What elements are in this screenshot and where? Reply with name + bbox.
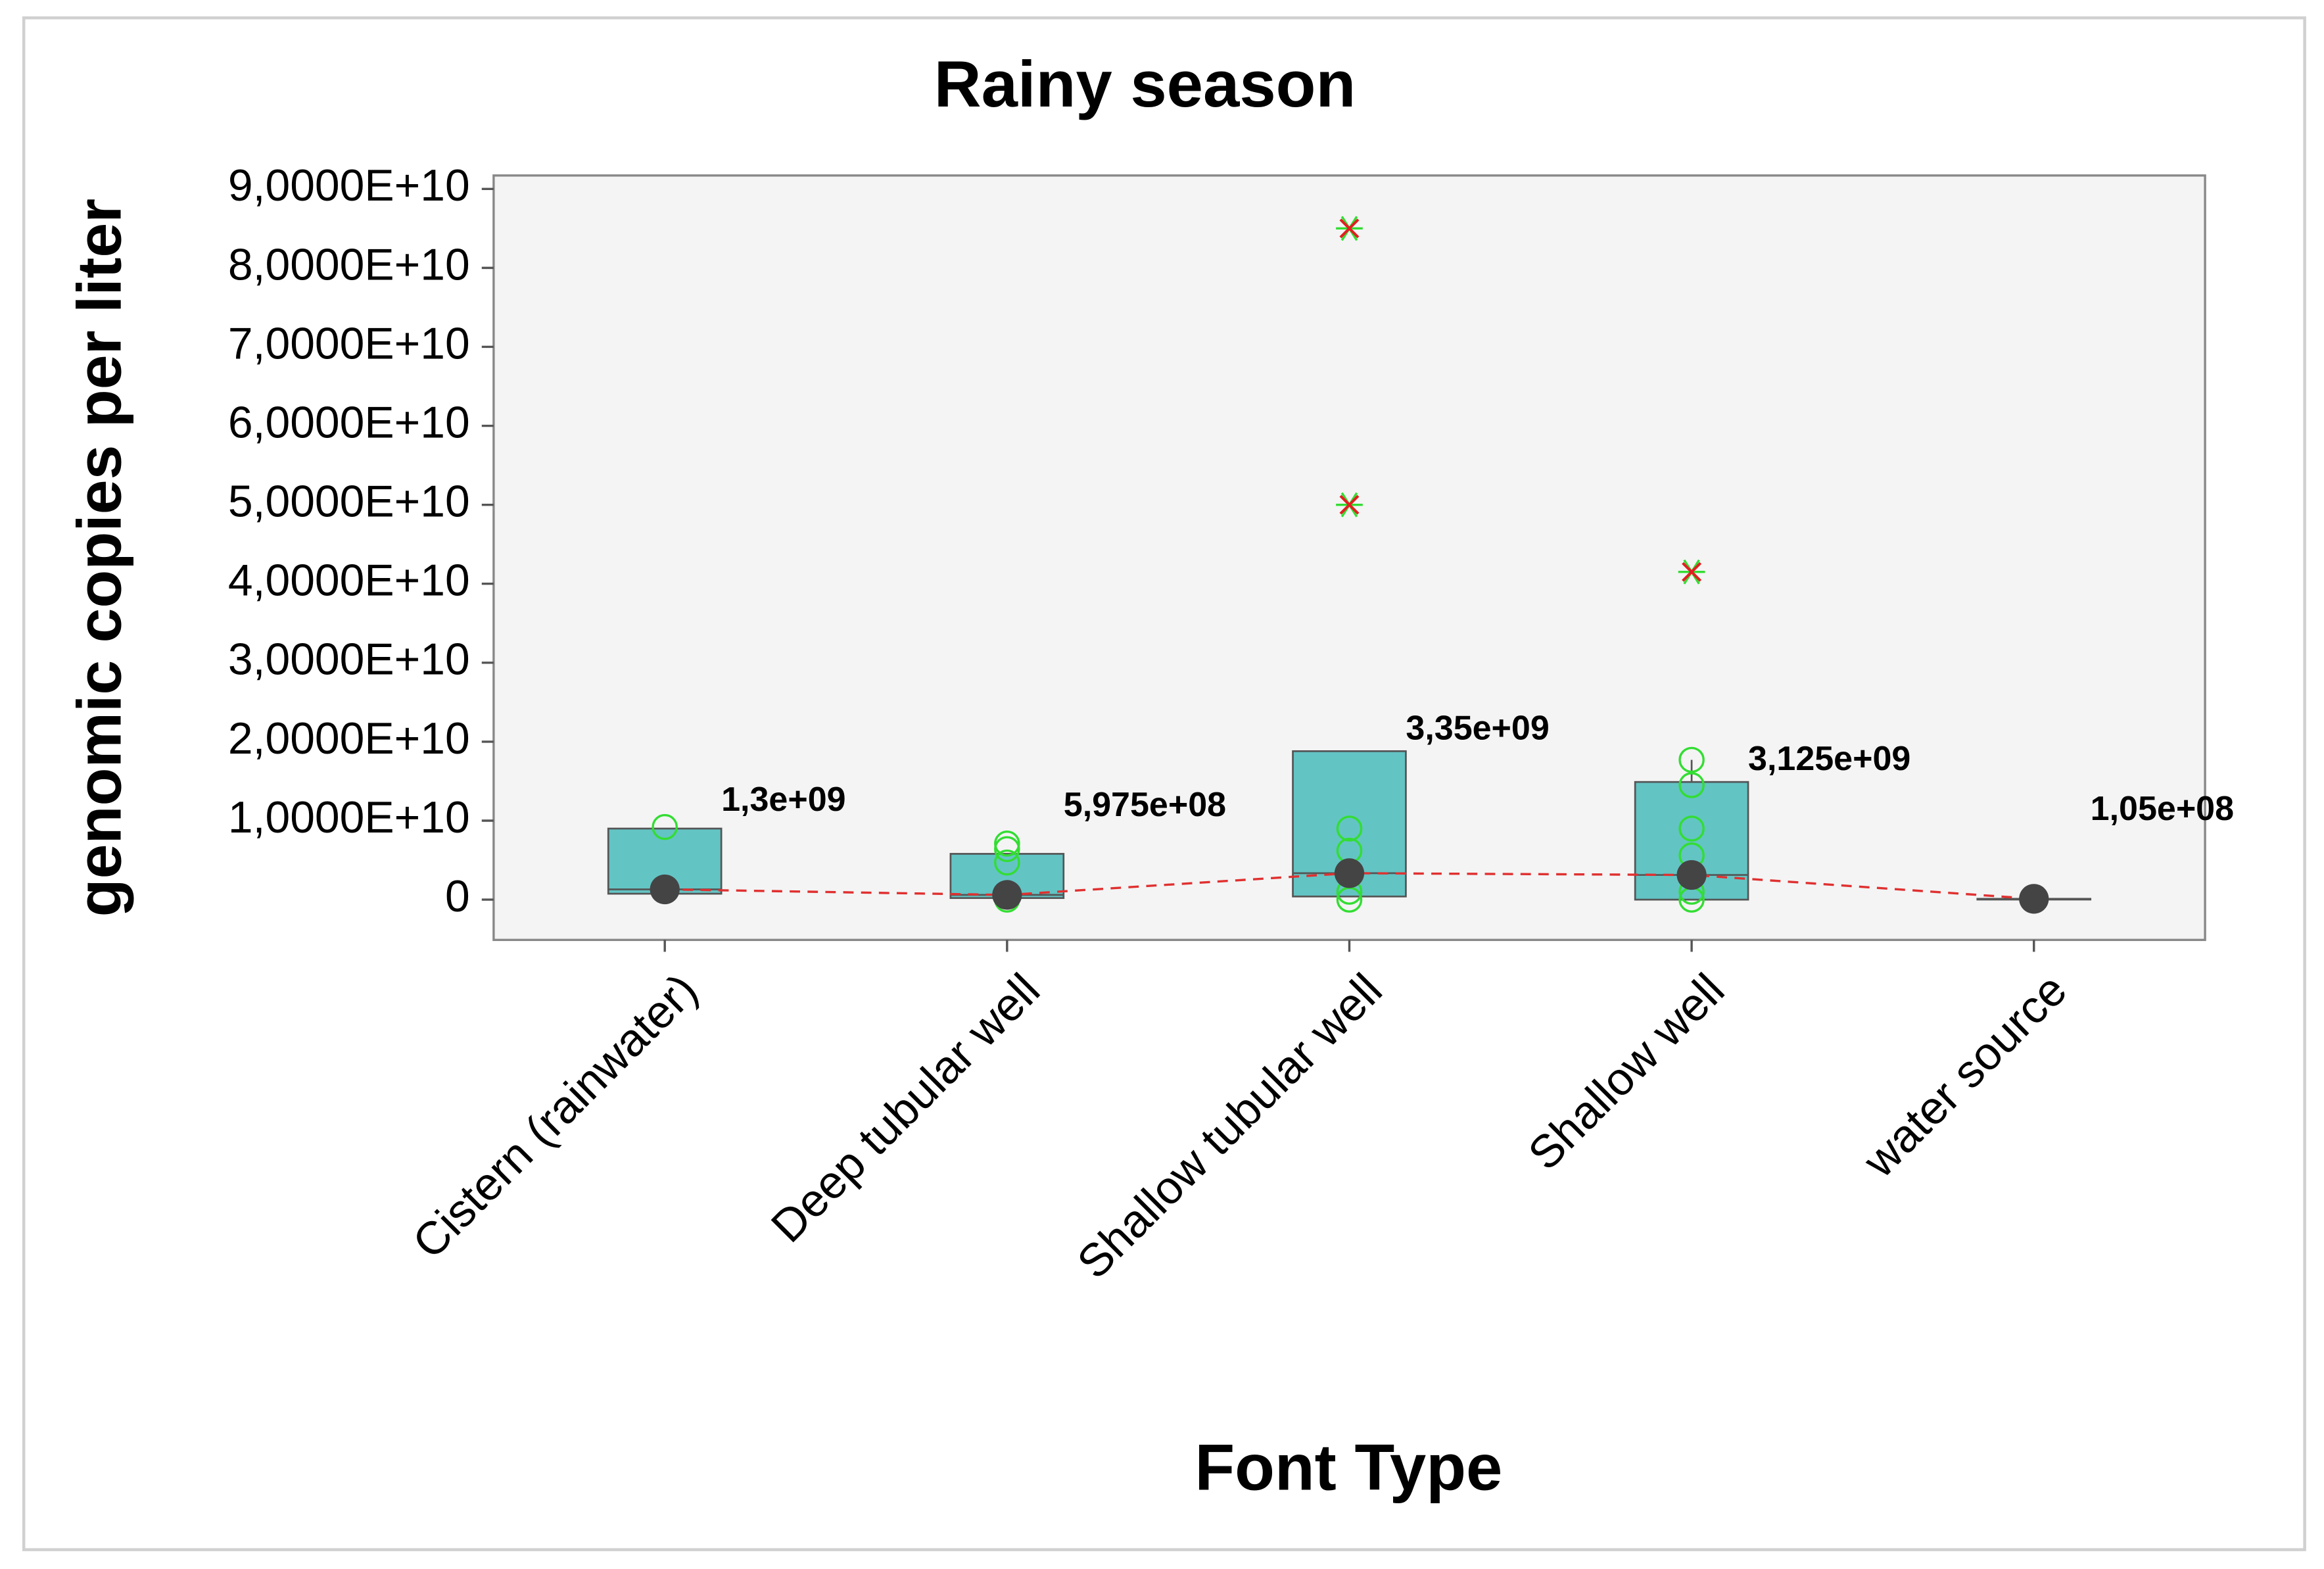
x-axis-label: Font Type xyxy=(1195,1431,1502,1504)
outlier xyxy=(1336,216,1363,241)
chart-title: Rainy season xyxy=(934,48,1356,121)
y-tick-label: 8,0000E+10 xyxy=(228,240,470,289)
y-tick-label: 1,0000E+10 xyxy=(228,793,470,842)
y-tick-label: 4,0000E+10 xyxy=(228,556,470,606)
median-dot xyxy=(2019,884,2049,914)
y-tick-label: 5,0000E+10 xyxy=(228,477,470,527)
data-point xyxy=(994,831,1020,857)
outlier xyxy=(1678,559,1705,585)
median-dot xyxy=(992,880,1022,910)
y-tick-label: 6,0000E+10 xyxy=(228,398,470,447)
data-point xyxy=(994,836,1020,863)
outlier-cross xyxy=(1682,562,1702,582)
y-tick-label: 9,0000E+10 xyxy=(228,161,470,210)
median-dot xyxy=(1676,859,1707,890)
data-point xyxy=(1678,772,1705,798)
data-point xyxy=(994,849,1020,876)
median-dot xyxy=(1334,858,1365,888)
median-label: 1,3e+09 xyxy=(721,781,845,819)
median-label: 3,35e+09 xyxy=(1406,709,1549,747)
data-point xyxy=(652,813,678,840)
y-tick-label: 3,0000E+10 xyxy=(228,635,470,685)
outlier xyxy=(1336,492,1363,518)
data-point xyxy=(1336,815,1363,842)
data-point xyxy=(1678,815,1705,842)
median-label: 3,125e+09 xyxy=(1748,740,1910,778)
outlier-cross xyxy=(1339,495,1360,515)
y-tick-label: 0 xyxy=(445,872,470,921)
outlier-cross xyxy=(1339,218,1360,239)
data-point xyxy=(1678,746,1705,773)
y-tick-label: 7,0000E+10 xyxy=(228,319,470,368)
median-dot xyxy=(650,874,680,905)
y-tick-label: 2,0000E+10 xyxy=(228,714,470,763)
median-label: 5,975e+08 xyxy=(1064,786,1226,824)
median-label: 1,05e+08 xyxy=(2091,790,2234,828)
y-axis-label: genomic copies per liter xyxy=(64,199,134,917)
